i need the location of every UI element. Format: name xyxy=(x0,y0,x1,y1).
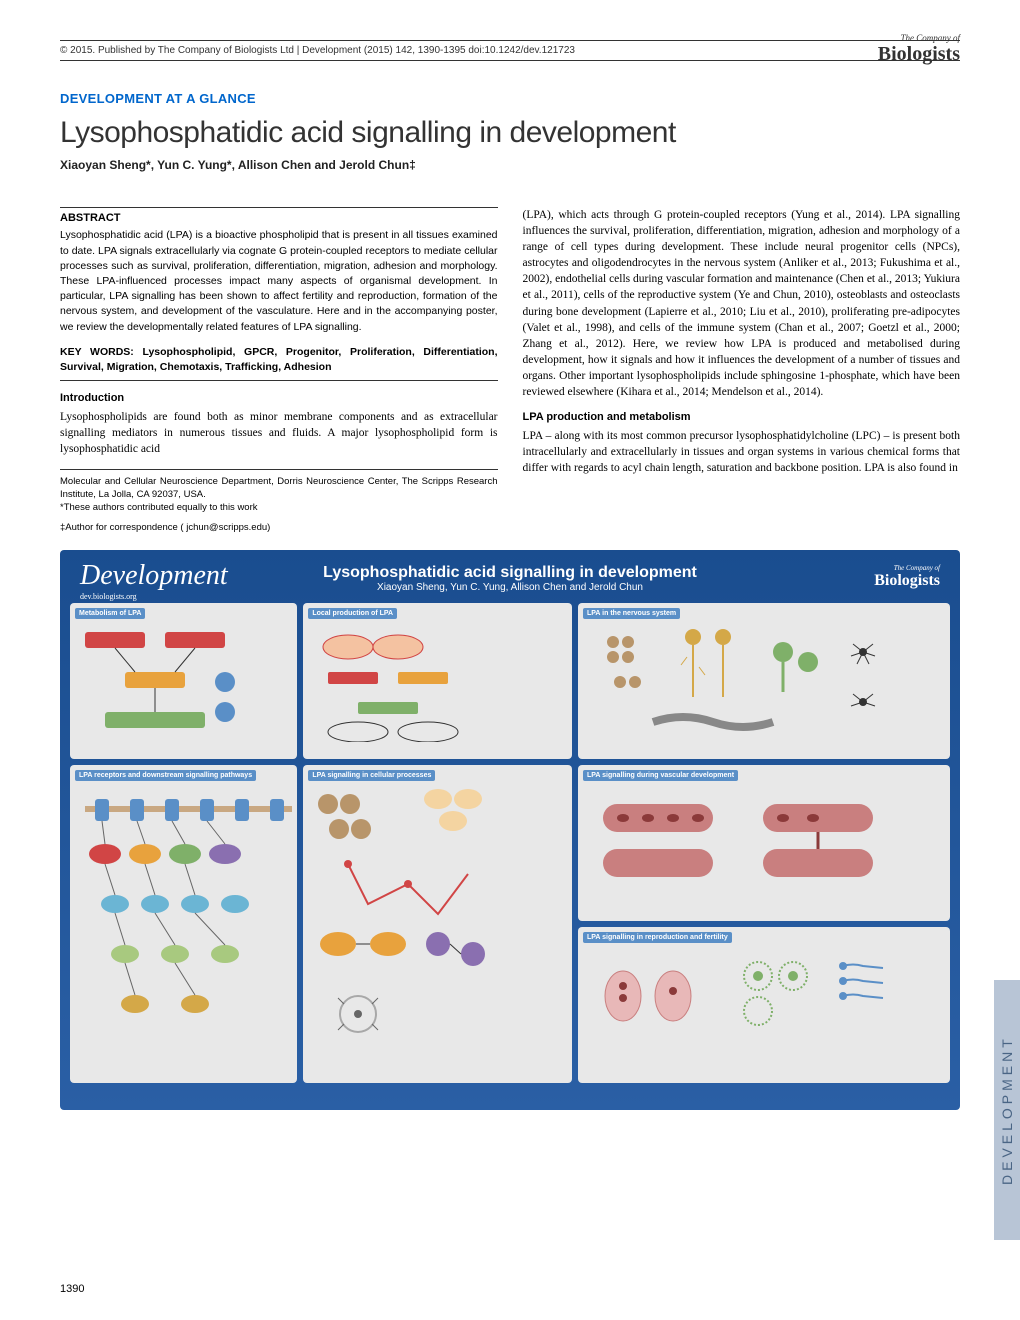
body-paragraph: (LPA), which acts through G protein-coup… xyxy=(523,207,961,400)
correspondence-line: ‡Author for correspondence ( jchun@scrip… xyxy=(60,522,498,535)
nervous-system-diagram xyxy=(583,622,945,752)
poster-panel: LPA in the nervous system xyxy=(578,603,950,759)
abstract-heading: ABSTRACT xyxy=(60,207,498,226)
poster-panel: LPA signalling in cellular processes xyxy=(303,765,572,1083)
left-column: ABSTRACT Lysophosphatidic acid (LPA) is … xyxy=(60,207,498,535)
page-number: 1390 xyxy=(60,1283,84,1295)
intro-heading: Introduction xyxy=(60,391,498,406)
publisher-logo: The Company of Biologists xyxy=(878,33,960,66)
author-list: Xiaoyan Sheng*, Yun C. Yung*, Allison Ch… xyxy=(60,158,960,172)
poster-panel: Metabolism of LPA xyxy=(70,603,297,759)
poster-header: Development dev.biologists.org Lysophosp… xyxy=(70,560,950,603)
poster-panel: LPA signalling in reproduction and ferti… xyxy=(578,927,950,1083)
body-paragraph: LPA – along with its most common precurs… xyxy=(523,428,961,476)
journal-tab: DEVELOPMENT xyxy=(994,980,1020,1240)
poster-panel: Local production of LPA xyxy=(303,603,572,759)
copyright-text: © 2015. Published by The Company of Biol… xyxy=(60,45,575,56)
production-diagram xyxy=(308,622,567,742)
vascular-diagram xyxy=(583,784,945,914)
keywords: KEY WORDS: Lysophospholipid, GPCR, Proge… xyxy=(60,345,498,381)
affiliation-line: Molecular and Cellular Neuroscience Depa… xyxy=(60,476,498,502)
section-label: DEVELOPMENT AT A GLANCE xyxy=(60,91,960,106)
affiliation-line: *These authors contributed equally to th… xyxy=(60,502,498,515)
poster-panel: LPA receptors and downstream signalling … xyxy=(70,765,297,1083)
poster-publisher-logo: The Company of Biologists xyxy=(874,564,940,590)
cellular-processes-diagram xyxy=(308,784,567,1064)
poster-figure: Development dev.biologists.org Lysophosp… xyxy=(60,550,960,1110)
metabolism-diagram xyxy=(75,622,292,742)
reproduction-diagram xyxy=(583,946,945,1076)
poster-title-block: Lysophosphatidic acid signalling in deve… xyxy=(323,564,697,593)
right-column: (LPA), which acts through G protein-coup… xyxy=(523,207,961,535)
poster-journal-logo: Development dev.biologists.org xyxy=(80,560,228,601)
receptor-pathway-diagram xyxy=(75,784,292,1064)
article-title: Lysophosphatidic acid signalling in deve… xyxy=(60,116,960,150)
two-column-body: ABSTRACT Lysophosphatidic acid (LPA) is … xyxy=(60,207,960,535)
section-heading: LPA production and metabolism xyxy=(523,410,961,425)
header-bar: © 2015. Published by The Company of Biol… xyxy=(60,40,960,61)
intro-text: Lysophospholipids are found both as mino… xyxy=(60,411,498,455)
poster-panel: LPA signalling during vascular developme… xyxy=(578,765,950,921)
poster-grid: Metabolism of LPA Local production of LP… xyxy=(70,603,950,1083)
abstract-text: Lysophosphatidic acid (LPA) is a bioacti… xyxy=(60,228,498,335)
affiliation-block: Molecular and Cellular Neuroscience Depa… xyxy=(60,469,498,535)
introduction-block: Introduction Lysophospholipids are found… xyxy=(60,391,498,457)
